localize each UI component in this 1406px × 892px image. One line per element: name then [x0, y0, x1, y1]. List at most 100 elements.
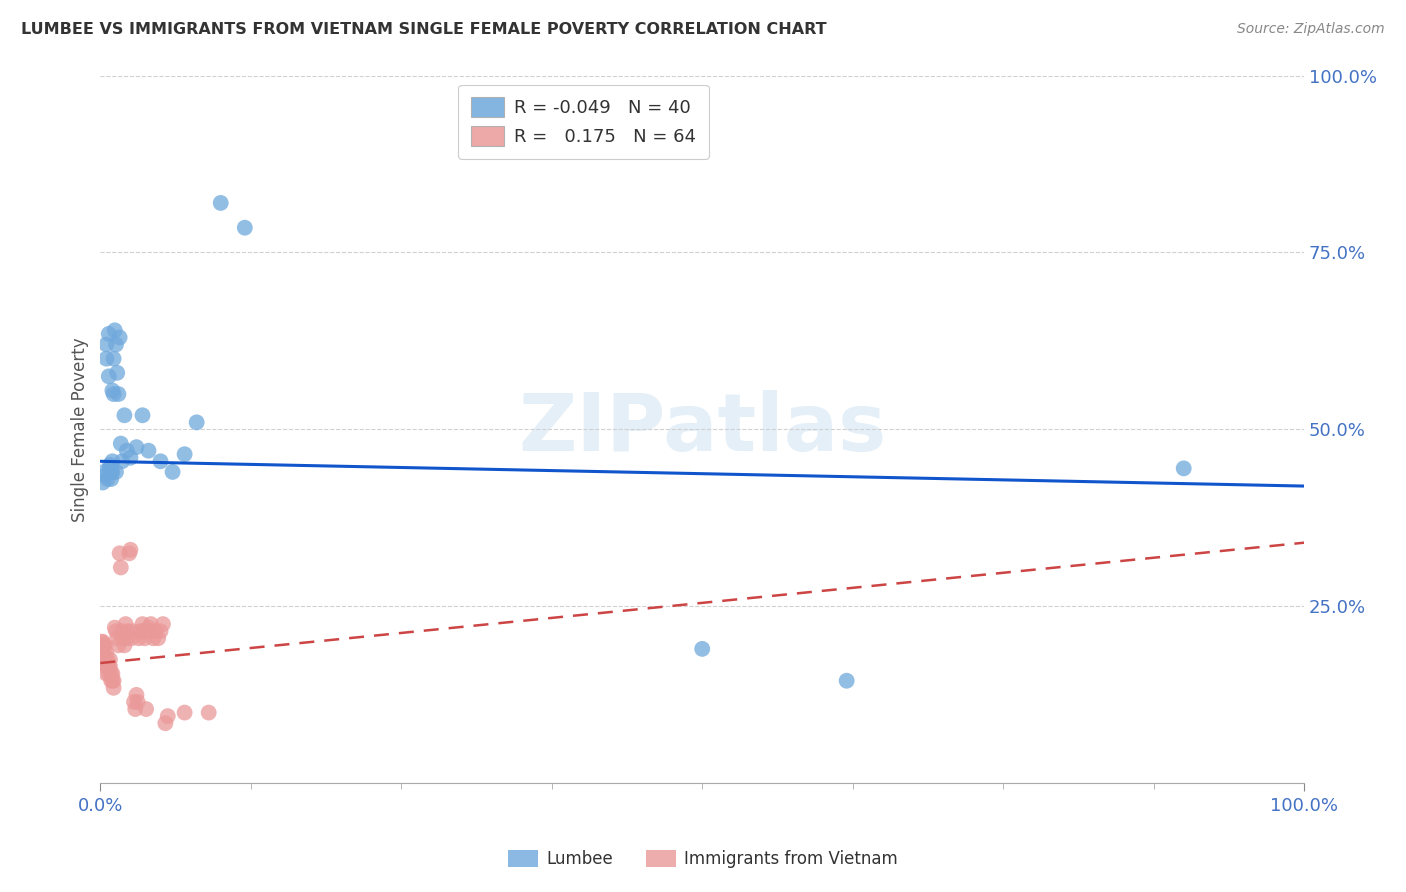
Point [111, 454, 134, 468]
Point [107, 638, 129, 652]
Point [131, 617, 153, 632]
Point [110, 436, 132, 450]
Point [100, 666, 122, 681]
Point [134, 632, 156, 646]
Point [100, 465, 122, 479]
Point [105, 366, 128, 380]
Point [152, 617, 174, 632]
Point [97, 666, 120, 681]
Point [97, 659, 120, 673]
Point [97, 472, 120, 486]
Point [110, 560, 132, 574]
Point [101, 384, 124, 398]
Point [101, 465, 124, 479]
Point [101, 666, 124, 681]
Point [98, 458, 121, 472]
Point [138, 621, 160, 635]
Point [94, 648, 117, 663]
Point [96, 351, 118, 366]
Point [93, 652, 115, 666]
Point [124, 702, 146, 716]
Point [197, 706, 219, 720]
Point [98, 652, 121, 666]
Point [120, 542, 142, 557]
Point [1173, 461, 1195, 475]
Point [107, 387, 129, 401]
Point [97, 659, 120, 673]
Point [93, 465, 115, 479]
Point [91, 638, 114, 652]
Point [96, 659, 118, 673]
Point [115, 632, 138, 646]
Point [209, 196, 232, 211]
Point [101, 673, 124, 688]
Point [146, 632, 169, 646]
Point [112, 409, 135, 423]
Point [98, 659, 121, 673]
Point [111, 624, 134, 639]
Point [155, 716, 177, 731]
Point [139, 617, 162, 632]
Point [103, 387, 125, 401]
Point [120, 450, 142, 465]
Point [162, 465, 184, 479]
Point [105, 624, 128, 639]
Point [91, 475, 114, 490]
Point [108, 330, 131, 344]
Text: Source: ZipAtlas.com: Source: ZipAtlas.com [1237, 22, 1385, 37]
Point [112, 632, 135, 646]
Point [117, 624, 139, 639]
Point [118, 546, 141, 560]
Point [121, 632, 143, 646]
Point [93, 638, 115, 652]
Point [96, 666, 118, 681]
Point [122, 695, 145, 709]
Point [105, 632, 128, 646]
Point [94, 468, 117, 483]
Point [233, 220, 256, 235]
Point [125, 688, 148, 702]
Legend: Lumbee, Immigrants from Vietnam: Lumbee, Immigrants from Vietnam [501, 843, 905, 875]
Point [93, 656, 115, 670]
Point [91, 635, 114, 649]
Point [103, 673, 125, 688]
Point [115, 443, 138, 458]
Point [145, 624, 167, 639]
Point [132, 624, 155, 639]
Point [105, 337, 128, 351]
Point [129, 624, 152, 639]
Y-axis label: Single Female Poverty: Single Female Poverty [72, 337, 89, 522]
Text: LUMBEE VS IMMIGRANTS FROM VIETNAM SINGLE FEMALE POVERTY CORRELATION CHART: LUMBEE VS IMMIGRANTS FROM VIETNAM SINGLE… [21, 22, 827, 37]
Point [97, 652, 120, 666]
Point [138, 443, 160, 458]
Point [173, 706, 195, 720]
Point [104, 621, 127, 635]
Point [96, 645, 118, 659]
Point [90, 635, 112, 649]
Point [149, 454, 172, 468]
Point [127, 695, 149, 709]
Point [97, 326, 120, 341]
Point [101, 454, 124, 468]
Point [108, 546, 131, 560]
Point [96, 337, 118, 351]
Point [835, 673, 858, 688]
Point [135, 702, 157, 716]
Point [173, 447, 195, 461]
Point [104, 323, 127, 337]
Point [100, 472, 122, 486]
Point [125, 440, 148, 454]
Point [100, 673, 122, 688]
Point [138, 624, 160, 639]
Point [103, 351, 125, 366]
Point [98, 461, 121, 475]
Point [186, 416, 208, 430]
Point [121, 624, 143, 639]
Point [142, 632, 165, 646]
Point [91, 648, 114, 663]
Point [103, 681, 125, 695]
Point [112, 638, 135, 652]
Point [94, 638, 117, 652]
Legend: R = -0.049   N = 40, R =   0.175   N = 64: R = -0.049 N = 40, R = 0.175 N = 64 [458, 85, 709, 159]
Point [690, 641, 713, 656]
